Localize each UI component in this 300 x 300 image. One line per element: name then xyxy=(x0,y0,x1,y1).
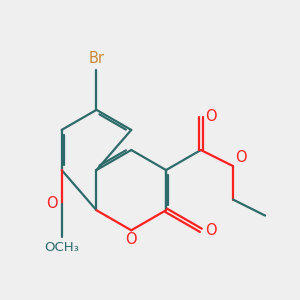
Text: OCH₃: OCH₃ xyxy=(44,241,79,254)
Text: O: O xyxy=(125,232,137,247)
Text: O: O xyxy=(205,223,217,238)
Text: O: O xyxy=(46,196,58,211)
Text: O: O xyxy=(205,109,217,124)
Text: Br: Br xyxy=(88,51,104,66)
Text: O: O xyxy=(235,150,247,165)
